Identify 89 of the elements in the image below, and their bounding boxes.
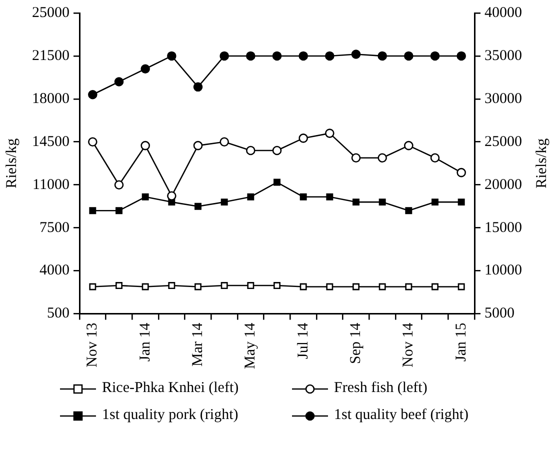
- point: [220, 198, 228, 206]
- point: [430, 153, 440, 163]
- point: [351, 153, 361, 163]
- point: [405, 207, 412, 214]
- point: [274, 178, 280, 186]
- y2-tick-label: 5000: [484, 306, 514, 322]
- point: [326, 283, 334, 290]
- point: [405, 283, 412, 290]
- x-tick-label: Sep 14: [348, 322, 364, 364]
- legend-label: 1st quality pork (right): [102, 407, 238, 424]
- point: [458, 198, 465, 206]
- x-tick-label: Mar 14: [190, 322, 206, 367]
- point: [116, 282, 122, 289]
- point: [298, 51, 308, 61]
- point: [167, 191, 176, 201]
- point: [88, 137, 98, 147]
- y-tick-label: 500: [47, 306, 70, 322]
- point: [88, 90, 98, 100]
- point: [140, 64, 150, 74]
- point: [114, 180, 124, 190]
- point: [114, 77, 124, 86]
- x-tick-label: Nov 14: [400, 322, 417, 368]
- point: [378, 198, 386, 206]
- legend-label: Fresh fish (left): [334, 380, 428, 397]
- point: [456, 51, 466, 61]
- point: [352, 283, 360, 290]
- point: [298, 134, 308, 143]
- point: [432, 198, 438, 206]
- legend-label: 1st quality beef (right): [334, 407, 469, 424]
- point: [142, 193, 149, 200]
- point: [378, 51, 387, 61]
- point: [378, 283, 386, 290]
- point: [142, 283, 149, 290]
- point: [351, 50, 361, 59]
- point: [116, 207, 122, 214]
- x-tick-label: Jan 14: [137, 322, 154, 362]
- point: [168, 282, 176, 289]
- point: [352, 198, 360, 206]
- point: [272, 146, 282, 156]
- point: [247, 193, 254, 200]
- point: [430, 51, 440, 61]
- point: [300, 283, 307, 290]
- point: [404, 140, 414, 150]
- point: [404, 51, 414, 61]
- point: [220, 137, 229, 147]
- point: [325, 128, 334, 138]
- y-tick-label: 18000: [32, 90, 70, 107]
- y2-tick-label: 40000: [484, 4, 522, 21]
- y-tick-label: 21500: [32, 48, 70, 64]
- point: [300, 193, 307, 200]
- point: [89, 283, 96, 290]
- point: [456, 168, 466, 178]
- y-tick-label: 4000: [40, 262, 70, 279]
- point: [246, 146, 256, 156]
- point: [247, 282, 254, 289]
- point: [325, 51, 334, 61]
- point: [193, 140, 203, 150]
- y2-tick-label: 35000: [484, 48, 522, 64]
- y2-tick-label: 20000: [484, 176, 522, 193]
- y2-tick-label: 30000: [484, 90, 522, 107]
- point: [432, 283, 438, 290]
- point: [326, 193, 334, 200]
- point: [220, 282, 228, 289]
- y2-tick-label: 15000: [484, 220, 522, 236]
- point: [458, 283, 465, 290]
- y-tick-label: 11000: [32, 176, 70, 193]
- legend-label: Rice-Phka Knhei (left): [102, 380, 239, 397]
- y2-tick-label: 25000: [484, 134, 522, 150]
- x-tick-label: May 14: [242, 322, 259, 370]
- point: [89, 207, 96, 214]
- point: [378, 153, 387, 163]
- y-tick-label: 7500: [40, 220, 70, 236]
- x-tick-label: Jan 15: [453, 322, 470, 362]
- y2-tick-label: 10000: [484, 262, 522, 279]
- point: [274, 282, 280, 289]
- point: [220, 51, 229, 61]
- point: [246, 51, 256, 61]
- y-axis-title: Riels/kg: [4, 138, 20, 188]
- y2-axis-title: Riels/kg: [534, 138, 550, 188]
- point: [140, 140, 150, 150]
- x-tick-label: Jul 14: [295, 322, 312, 360]
- point: [167, 51, 176, 61]
- point: [193, 82, 203, 92]
- point: [272, 51, 282, 61]
- x-tick-label: Nov 13: [84, 322, 101, 368]
- y-tick-label: 25000: [32, 4, 70, 21]
- y-tick-label: 14500: [32, 134, 70, 150]
- point: [194, 202, 202, 210]
- point: [194, 283, 202, 290]
